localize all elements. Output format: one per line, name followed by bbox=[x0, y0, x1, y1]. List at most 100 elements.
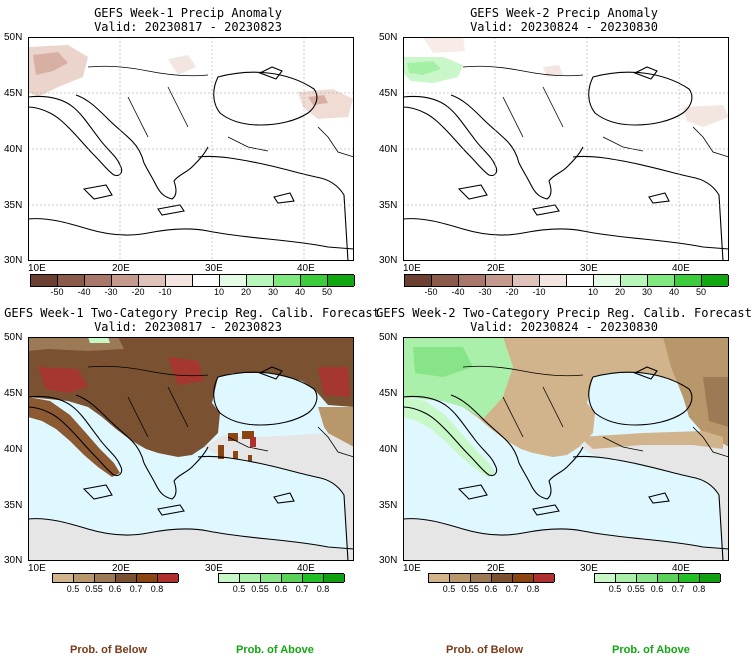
neutral-land-turkey bbox=[204, 433, 354, 561]
colorbar-label: 0.55 bbox=[627, 584, 645, 594]
colorbar-swatch bbox=[595, 574, 616, 582]
colorbar-swatch bbox=[274, 275, 301, 286]
lat-tick: 35N bbox=[379, 200, 398, 211]
colorbar-swatch bbox=[58, 275, 85, 286]
lat-tick: 45N bbox=[4, 88, 23, 99]
colorbar-swatch bbox=[700, 574, 721, 582]
colorbar-label: 30 bbox=[641, 287, 652, 297]
colorbar-swatch bbox=[158, 574, 179, 582]
colorbar-swatch bbox=[112, 275, 139, 286]
panel-4-title: GEFS Week-2 Two-Category Precip Reg. Cal… bbox=[376, 306, 752, 320]
colorbar-swatch bbox=[240, 574, 261, 582]
prob-below-label: Prob. of Below bbox=[70, 644, 147, 656]
colorbar-label: 20 bbox=[614, 287, 625, 297]
below-normal-core-2 bbox=[168, 357, 204, 385]
colorbar-swatch bbox=[405, 275, 432, 286]
lat-tick: 40N bbox=[4, 444, 23, 455]
colorbar-swatch bbox=[702, 275, 729, 286]
colorbar-label: 0.5 bbox=[66, 584, 80, 594]
lat-tick: 50N bbox=[379, 332, 398, 343]
lat-tick: 30N bbox=[4, 555, 23, 566]
lon-tick: 10E bbox=[403, 563, 421, 574]
colorbar-swatch bbox=[616, 574, 637, 582]
colorbar-swatch bbox=[282, 574, 303, 582]
lon-tick: 40E bbox=[672, 563, 690, 574]
neutral-land-levant bbox=[328, 477, 354, 561]
colorbar-swatch bbox=[139, 275, 166, 286]
lat-tick: 35N bbox=[4, 500, 23, 511]
lat-tick: 35N bbox=[4, 200, 23, 211]
colorbar-label: -30 bbox=[104, 287, 118, 297]
colorbar-label: -50 bbox=[424, 287, 438, 297]
below-colorbar-2 bbox=[428, 573, 555, 583]
colorbar-swatch bbox=[324, 574, 345, 582]
below-colorbar-1 bbox=[52, 573, 179, 583]
anomaly-colorbar-2 bbox=[404, 274, 729, 287]
lat-tick: 45N bbox=[4, 388, 23, 399]
colorbar-label: 10 bbox=[587, 287, 598, 297]
colorbar-swatch bbox=[679, 574, 700, 582]
neutral-land-africa bbox=[403, 518, 729, 561]
colorbar-swatch bbox=[328, 275, 355, 286]
dry-anomaly-east-core bbox=[308, 95, 328, 105]
lat-tick: 30N bbox=[379, 555, 398, 566]
below-normal-turkey-north bbox=[579, 431, 723, 449]
prob-above-label: Prob. of Above bbox=[236, 644, 314, 656]
lon-tick: 30E bbox=[580, 263, 598, 274]
colorbar-swatch bbox=[429, 574, 450, 582]
lat-tick: 40N bbox=[4, 144, 23, 155]
colorbar-label: -10 bbox=[532, 287, 546, 297]
colorbar-label: -20 bbox=[131, 287, 145, 297]
colorbar-label: 0.55 bbox=[461, 584, 479, 594]
colorbar-swatch bbox=[675, 275, 702, 286]
panel-3-valid: Valid: 20230817 - 20230823 bbox=[94, 320, 282, 334]
lon-tick: 20E bbox=[112, 563, 130, 574]
panel-1-valid: Valid: 20230817 - 20230823 bbox=[94, 20, 282, 34]
panel-2-title: GEFS Week-2 Precip Anomaly bbox=[470, 6, 658, 20]
colorbar-label: -10 bbox=[158, 287, 172, 297]
wet-anomaly-west-core bbox=[407, 61, 441, 75]
colorbar-label: 20 bbox=[240, 287, 251, 297]
dry-anomaly-north bbox=[423, 37, 465, 53]
lat-tick: 30N bbox=[379, 255, 398, 266]
colorbar-swatch bbox=[247, 275, 274, 286]
colorbar-label: 0.7 bbox=[129, 584, 143, 594]
lon-tick: 30E bbox=[205, 563, 223, 574]
dry-anomaly-east bbox=[298, 89, 353, 119]
lon-tick: 10E bbox=[403, 263, 421, 274]
colorbar-label: 50 bbox=[695, 287, 706, 297]
below-normal-core-3 bbox=[318, 367, 350, 397]
colorbar-label: 0.8 bbox=[316, 584, 330, 594]
colorbar-swatch bbox=[540, 275, 567, 286]
lon-tick: 40E bbox=[297, 263, 315, 274]
colorbar-label: 40 bbox=[294, 287, 305, 297]
above-colorbar-1 bbox=[218, 573, 345, 583]
colorbar-swatch bbox=[261, 574, 282, 582]
week1-probability-map bbox=[28, 337, 354, 561]
colorbar-swatch bbox=[648, 275, 675, 286]
colorbar-swatch bbox=[513, 574, 534, 582]
dry-anomaly-central bbox=[168, 55, 196, 75]
dry-anomaly-east bbox=[683, 105, 729, 127]
above-normal-italy bbox=[403, 397, 495, 477]
colorbar-swatch bbox=[471, 574, 492, 582]
colorbar-label: -50 bbox=[50, 287, 64, 297]
colorbar-swatch bbox=[450, 574, 471, 582]
panel-4-valid: Valid: 20230824 - 20230830 bbox=[470, 320, 658, 334]
colorbar-label: -40 bbox=[77, 287, 91, 297]
neutral-land-turkey bbox=[579, 433, 729, 561]
lat-tick: 50N bbox=[4, 32, 23, 43]
lon-tick: 30E bbox=[205, 263, 223, 274]
colorbar-swatch bbox=[220, 275, 247, 286]
dry-anomaly-central bbox=[543, 65, 563, 77]
above-normal-patch bbox=[88, 337, 110, 343]
colorbar-label: 0.5 bbox=[232, 584, 246, 594]
week1-anomaly-map bbox=[28, 37, 354, 261]
lat-tick: 45N bbox=[379, 388, 398, 399]
colorbar-label: 0.5 bbox=[442, 584, 456, 594]
colorbar-label: 0.6 bbox=[484, 584, 498, 594]
colorbar-label: 0.6 bbox=[650, 584, 664, 594]
colorbar-swatch bbox=[219, 574, 240, 582]
colorbar-swatch bbox=[658, 574, 679, 582]
colorbar-swatch bbox=[74, 574, 95, 582]
